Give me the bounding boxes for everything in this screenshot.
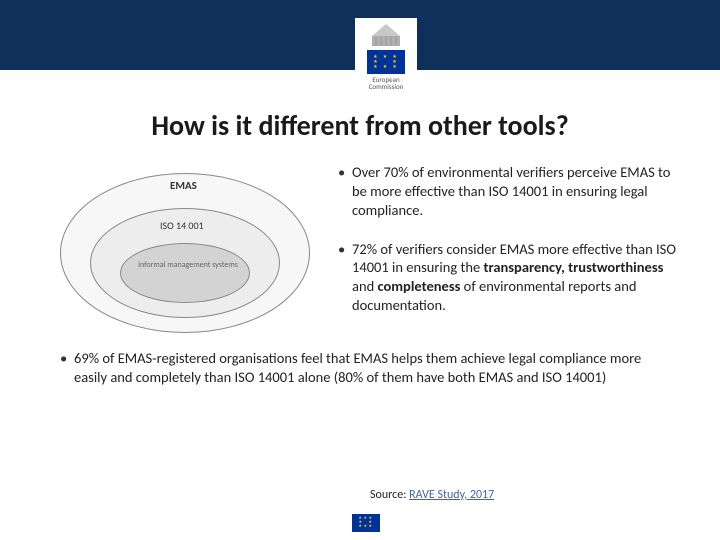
page-title: How is it different from other tools? xyxy=(0,108,720,143)
diagram-label-informal: informal management systems xyxy=(138,261,238,270)
source-line: Source: RAVE Study, 2017 xyxy=(370,488,494,502)
ellipse-informal xyxy=(120,243,250,303)
bullet-lower-wrap: • 69% of EMAS-registered organisations f… xyxy=(0,349,720,387)
bullet-dot-icon: • xyxy=(60,349,74,387)
source-link[interactable]: RAVE Study, 2017 xyxy=(409,488,494,502)
bullet-item: • 69% of EMAS-registered organisations f… xyxy=(60,349,660,387)
ec-logo: ★ ★ ★★ ★★ ★ ★ EuropeanCommission xyxy=(355,18,417,96)
bullet-text: 72% of verifiers consider EMAS more effe… xyxy=(352,240,680,315)
bullet-item: • Over 70% of environmental verifiers pe… xyxy=(338,163,680,220)
eu-flag-icon: ★ ★ ★★ ★★ ★ ★ xyxy=(367,50,405,74)
logo-text: EuropeanCommission xyxy=(369,76,404,90)
header-bar: ★ ★ ★★ ★★ ★ ★ EuropeanCommission xyxy=(0,0,720,70)
bullet-text: 69% of EMAS-registered organisations fee… xyxy=(74,349,660,387)
diagram-label-iso: ISO 14 001 xyxy=(160,219,204,232)
bullet-text: Over 70% of environmental verifiers perc… xyxy=(352,163,680,220)
footer-eu-flag-icon: ★★★★ ★★★★ xyxy=(352,514,380,532)
source-prefix: Source: xyxy=(370,488,409,502)
bullet-item: • 72% of verifiers consider EMAS more ef… xyxy=(338,240,680,315)
bullet-dot-icon: • xyxy=(338,163,352,220)
content-row: EMAS ISO 14 001 informal management syst… xyxy=(0,163,720,343)
logo-building-icon xyxy=(370,22,402,48)
diagram-label-emas: EMAS xyxy=(170,179,197,192)
bullet-dot-icon: • xyxy=(338,240,352,315)
venn-diagram: EMAS ISO 14 001 informal management syst… xyxy=(60,163,320,343)
bullets-right: • Over 70% of environmental verifiers pe… xyxy=(320,163,680,343)
